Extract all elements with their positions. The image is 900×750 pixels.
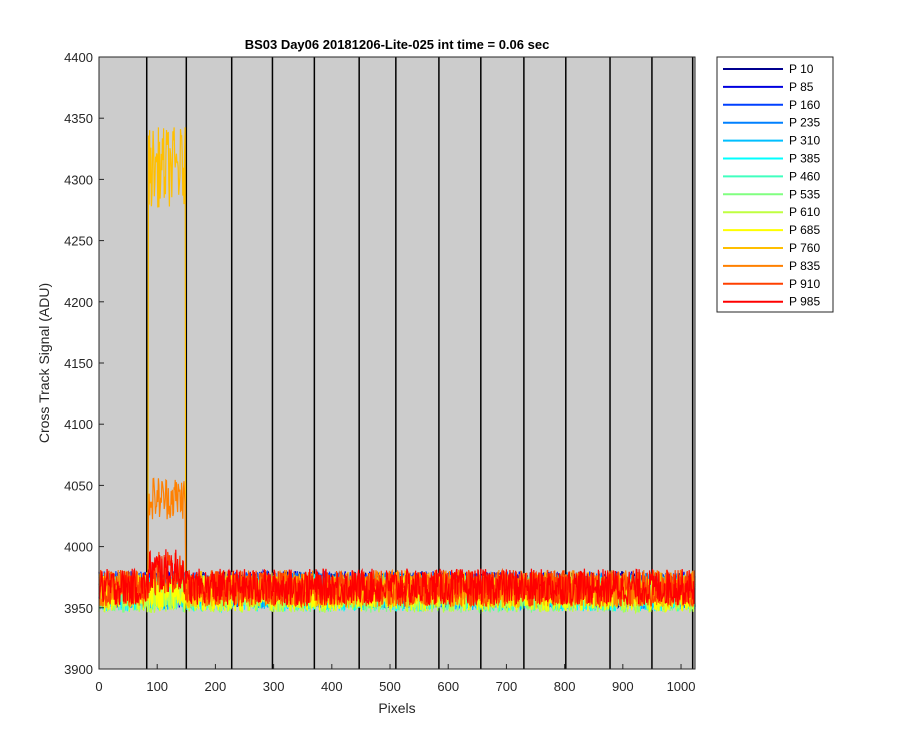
y-axis-label: Cross Track Signal (ADU): [36, 283, 52, 443]
x-tick-label: 1000: [667, 679, 696, 694]
legend-label: P 160: [789, 98, 820, 112]
x-axis-label: Pixels: [378, 700, 415, 716]
y-tick-label: 3900: [64, 662, 93, 677]
x-tick-label: 900: [612, 679, 634, 694]
x-tick-label: 0: [95, 679, 102, 694]
y-tick-label: 4150: [64, 356, 93, 371]
legend-box: [716, 56, 834, 313]
legend-label: P 85: [789, 80, 814, 94]
legend: P 10 P 85 P 160 P 235 P 310 P 385 P 460 P 535 P …: [716, 56, 834, 313]
legend-label: P 985: [789, 295, 820, 309]
legend-label: P 235: [789, 116, 820, 130]
legend-label: P 460: [789, 169, 820, 183]
y-tick-label: 4250: [64, 234, 93, 249]
legend-label: P 610: [789, 205, 820, 219]
legend-label: P 910: [789, 277, 820, 291]
legend-items: P 10 P 85 P 160 P 235 P 310 P 385 P 460 P 535 P …: [723, 62, 820, 309]
y-tick-label: 3950: [64, 601, 93, 616]
plot-background: [99, 57, 695, 669]
y-tick-label: 4200: [64, 295, 93, 310]
x-tick-label: 100: [146, 679, 168, 694]
vertical-marker-lines: [145, 57, 694, 669]
y-tick-label: 4000: [64, 540, 93, 555]
x-tick-label: 200: [205, 679, 227, 694]
legend-label: P 760: [789, 241, 820, 255]
y-tick-label: 4050: [64, 478, 93, 493]
x-tick-label: 300: [263, 679, 285, 694]
series-line: [98, 549, 696, 606]
legend-label: P 385: [789, 152, 820, 166]
y-tick-label: 4100: [64, 417, 93, 432]
x-tick-label: 500: [379, 679, 401, 694]
legend-label: P 685: [789, 223, 820, 237]
legend-label: P 835: [789, 259, 820, 273]
series-line: [98, 551, 696, 609]
series-layer: [98, 127, 696, 615]
x-tick-label: 700: [496, 679, 518, 694]
legend-label: P 310: [789, 134, 820, 148]
y-tick-label: 4300: [64, 172, 93, 187]
legend-label: P 10: [789, 62, 814, 76]
chart-title: BS03 Day06 20181206-Lite-025 int time = …: [245, 37, 550, 52]
y-tick-label: 4350: [64, 111, 93, 126]
x-tick-label: 600: [437, 679, 459, 694]
x-tick-label: 400: [321, 679, 343, 694]
legend-label: P 535: [789, 187, 820, 201]
x-tick-label: 800: [554, 679, 576, 694]
x-axis: 0 100 200 300 400 500 600 700 800 900 1000: [95, 664, 695, 694]
y-tick-label: 4400: [64, 50, 93, 65]
y-axis: 3900 3950 4000 4050 4100 4150 4200 4250 4300 4350…: [64, 50, 104, 677]
